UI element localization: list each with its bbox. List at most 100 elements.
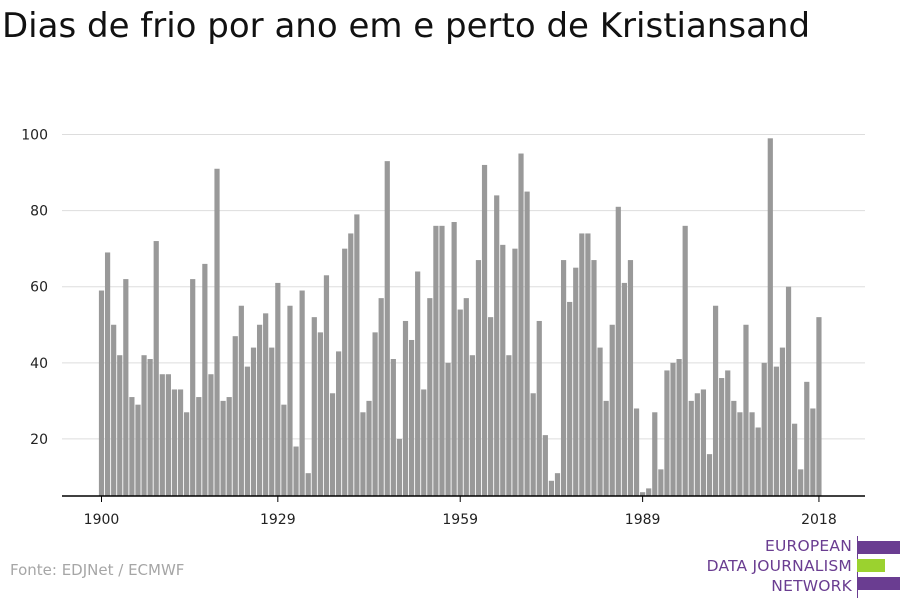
bars xyxy=(98,138,822,497)
logo-bar-purple-bottom xyxy=(857,577,900,590)
bar-1978 xyxy=(573,267,579,496)
bar-1924 xyxy=(244,366,251,496)
bar-1916 xyxy=(196,397,202,496)
bar-1975 xyxy=(554,473,561,496)
bar-1939 xyxy=(336,351,342,496)
bar-2018 xyxy=(816,317,822,496)
bar-1921 xyxy=(226,397,232,496)
bar-1904 xyxy=(123,279,129,496)
bar-1983 xyxy=(603,400,609,496)
bar-1954 xyxy=(427,298,433,496)
x-tick-label-2018: 2018 xyxy=(801,512,837,528)
bar-1962 xyxy=(475,260,482,496)
bar-1958 xyxy=(451,222,457,496)
bar-1976 xyxy=(560,260,567,496)
bar-2001 xyxy=(712,305,719,496)
bar-1947 xyxy=(384,161,390,496)
bar-1929 xyxy=(275,282,281,496)
bar-1941 xyxy=(348,233,354,496)
bar-2010 xyxy=(767,138,773,496)
bar-1998 xyxy=(694,393,700,496)
x-tick-label-1989: 1989 xyxy=(625,512,661,528)
bar-1971 xyxy=(530,393,536,496)
bar-1922 xyxy=(232,336,238,496)
bar-1979 xyxy=(579,233,585,496)
bar-1908 xyxy=(147,359,153,496)
logo-line-3: NETWORK xyxy=(771,577,852,595)
bar-2000 xyxy=(706,454,713,496)
bar-1905 xyxy=(129,397,135,496)
bar-1923 xyxy=(238,305,244,496)
bar-1913 xyxy=(177,389,184,496)
logo-line-1: EUROPEAN xyxy=(764,537,852,555)
bar-2009 xyxy=(761,362,767,496)
bar-1949 xyxy=(396,438,403,496)
bar-1932 xyxy=(293,446,299,496)
y-tick-label-60: 60 xyxy=(30,280,48,296)
bar-2012 xyxy=(779,347,786,496)
bar-1969 xyxy=(518,153,524,496)
bar-1950 xyxy=(402,320,409,496)
bar-1938 xyxy=(329,393,336,496)
bar-1973 xyxy=(542,435,548,496)
bar-1981 xyxy=(591,260,597,496)
x-tick-label-1929: 1929 xyxy=(260,512,296,528)
bar-1984 xyxy=(609,324,615,496)
bar-2006 xyxy=(743,324,749,496)
bar-2011 xyxy=(773,366,779,496)
gridlines xyxy=(62,134,865,440)
bar-1915 xyxy=(190,279,196,496)
bar-1911 xyxy=(165,374,171,496)
bar-1944 xyxy=(366,400,372,496)
bar-2014 xyxy=(792,423,798,496)
x-tick-label-1900: 1900 xyxy=(84,512,120,528)
bar-1934 xyxy=(305,473,311,496)
bar-1967 xyxy=(506,355,512,496)
bar-1965 xyxy=(494,195,500,496)
bar-1930 xyxy=(281,404,287,496)
bar-1992 xyxy=(658,469,664,496)
bar-1994 xyxy=(670,362,676,496)
bar-1936 xyxy=(317,332,323,496)
bar-1972 xyxy=(536,320,542,496)
y-tick-label-80: 80 xyxy=(30,204,48,220)
bar-1912 xyxy=(171,389,178,496)
y-tick-label-20: 20 xyxy=(30,432,48,448)
bar-1931 xyxy=(287,305,293,496)
bar-1953 xyxy=(421,389,427,496)
bar-1964 xyxy=(488,317,494,496)
bar-1951 xyxy=(408,339,415,496)
bar-1946 xyxy=(378,298,384,496)
bar-2016 xyxy=(804,381,810,496)
bar-1910 xyxy=(159,374,165,496)
logo-bar-green xyxy=(857,559,885,572)
bar-1902 xyxy=(111,324,117,496)
bar-1988 xyxy=(633,408,640,496)
source-note: Fonte: EDJNet / ECMWF xyxy=(10,561,185,579)
bar-1960 xyxy=(463,298,469,496)
bar-2003 xyxy=(725,370,731,496)
bar-1920 xyxy=(220,400,226,496)
bar-2013 xyxy=(785,286,792,496)
bar-1970 xyxy=(524,191,530,496)
bar-1989 xyxy=(640,492,646,496)
bar-1926 xyxy=(256,324,263,496)
bar-1957 xyxy=(445,362,451,496)
logo-line-2: DATA JOURNALISM xyxy=(706,557,852,575)
bar-1935 xyxy=(311,317,317,496)
bar-1996 xyxy=(682,225,688,496)
bar-2004 xyxy=(731,400,737,496)
bar-1977 xyxy=(567,301,573,496)
bar-1925 xyxy=(250,347,257,496)
x-tick-label-1959: 1959 xyxy=(442,512,478,528)
bar-1907 xyxy=(141,355,147,496)
bar-1928 xyxy=(269,347,275,496)
bar-1961 xyxy=(469,355,475,496)
bar-1943 xyxy=(360,412,366,496)
bar-1933 xyxy=(299,290,305,496)
bar-1903 xyxy=(117,355,123,496)
bar-1985 xyxy=(615,206,621,497)
bar-1991 xyxy=(652,412,658,496)
bar-1987 xyxy=(627,260,634,496)
bar-1968 xyxy=(512,248,518,496)
